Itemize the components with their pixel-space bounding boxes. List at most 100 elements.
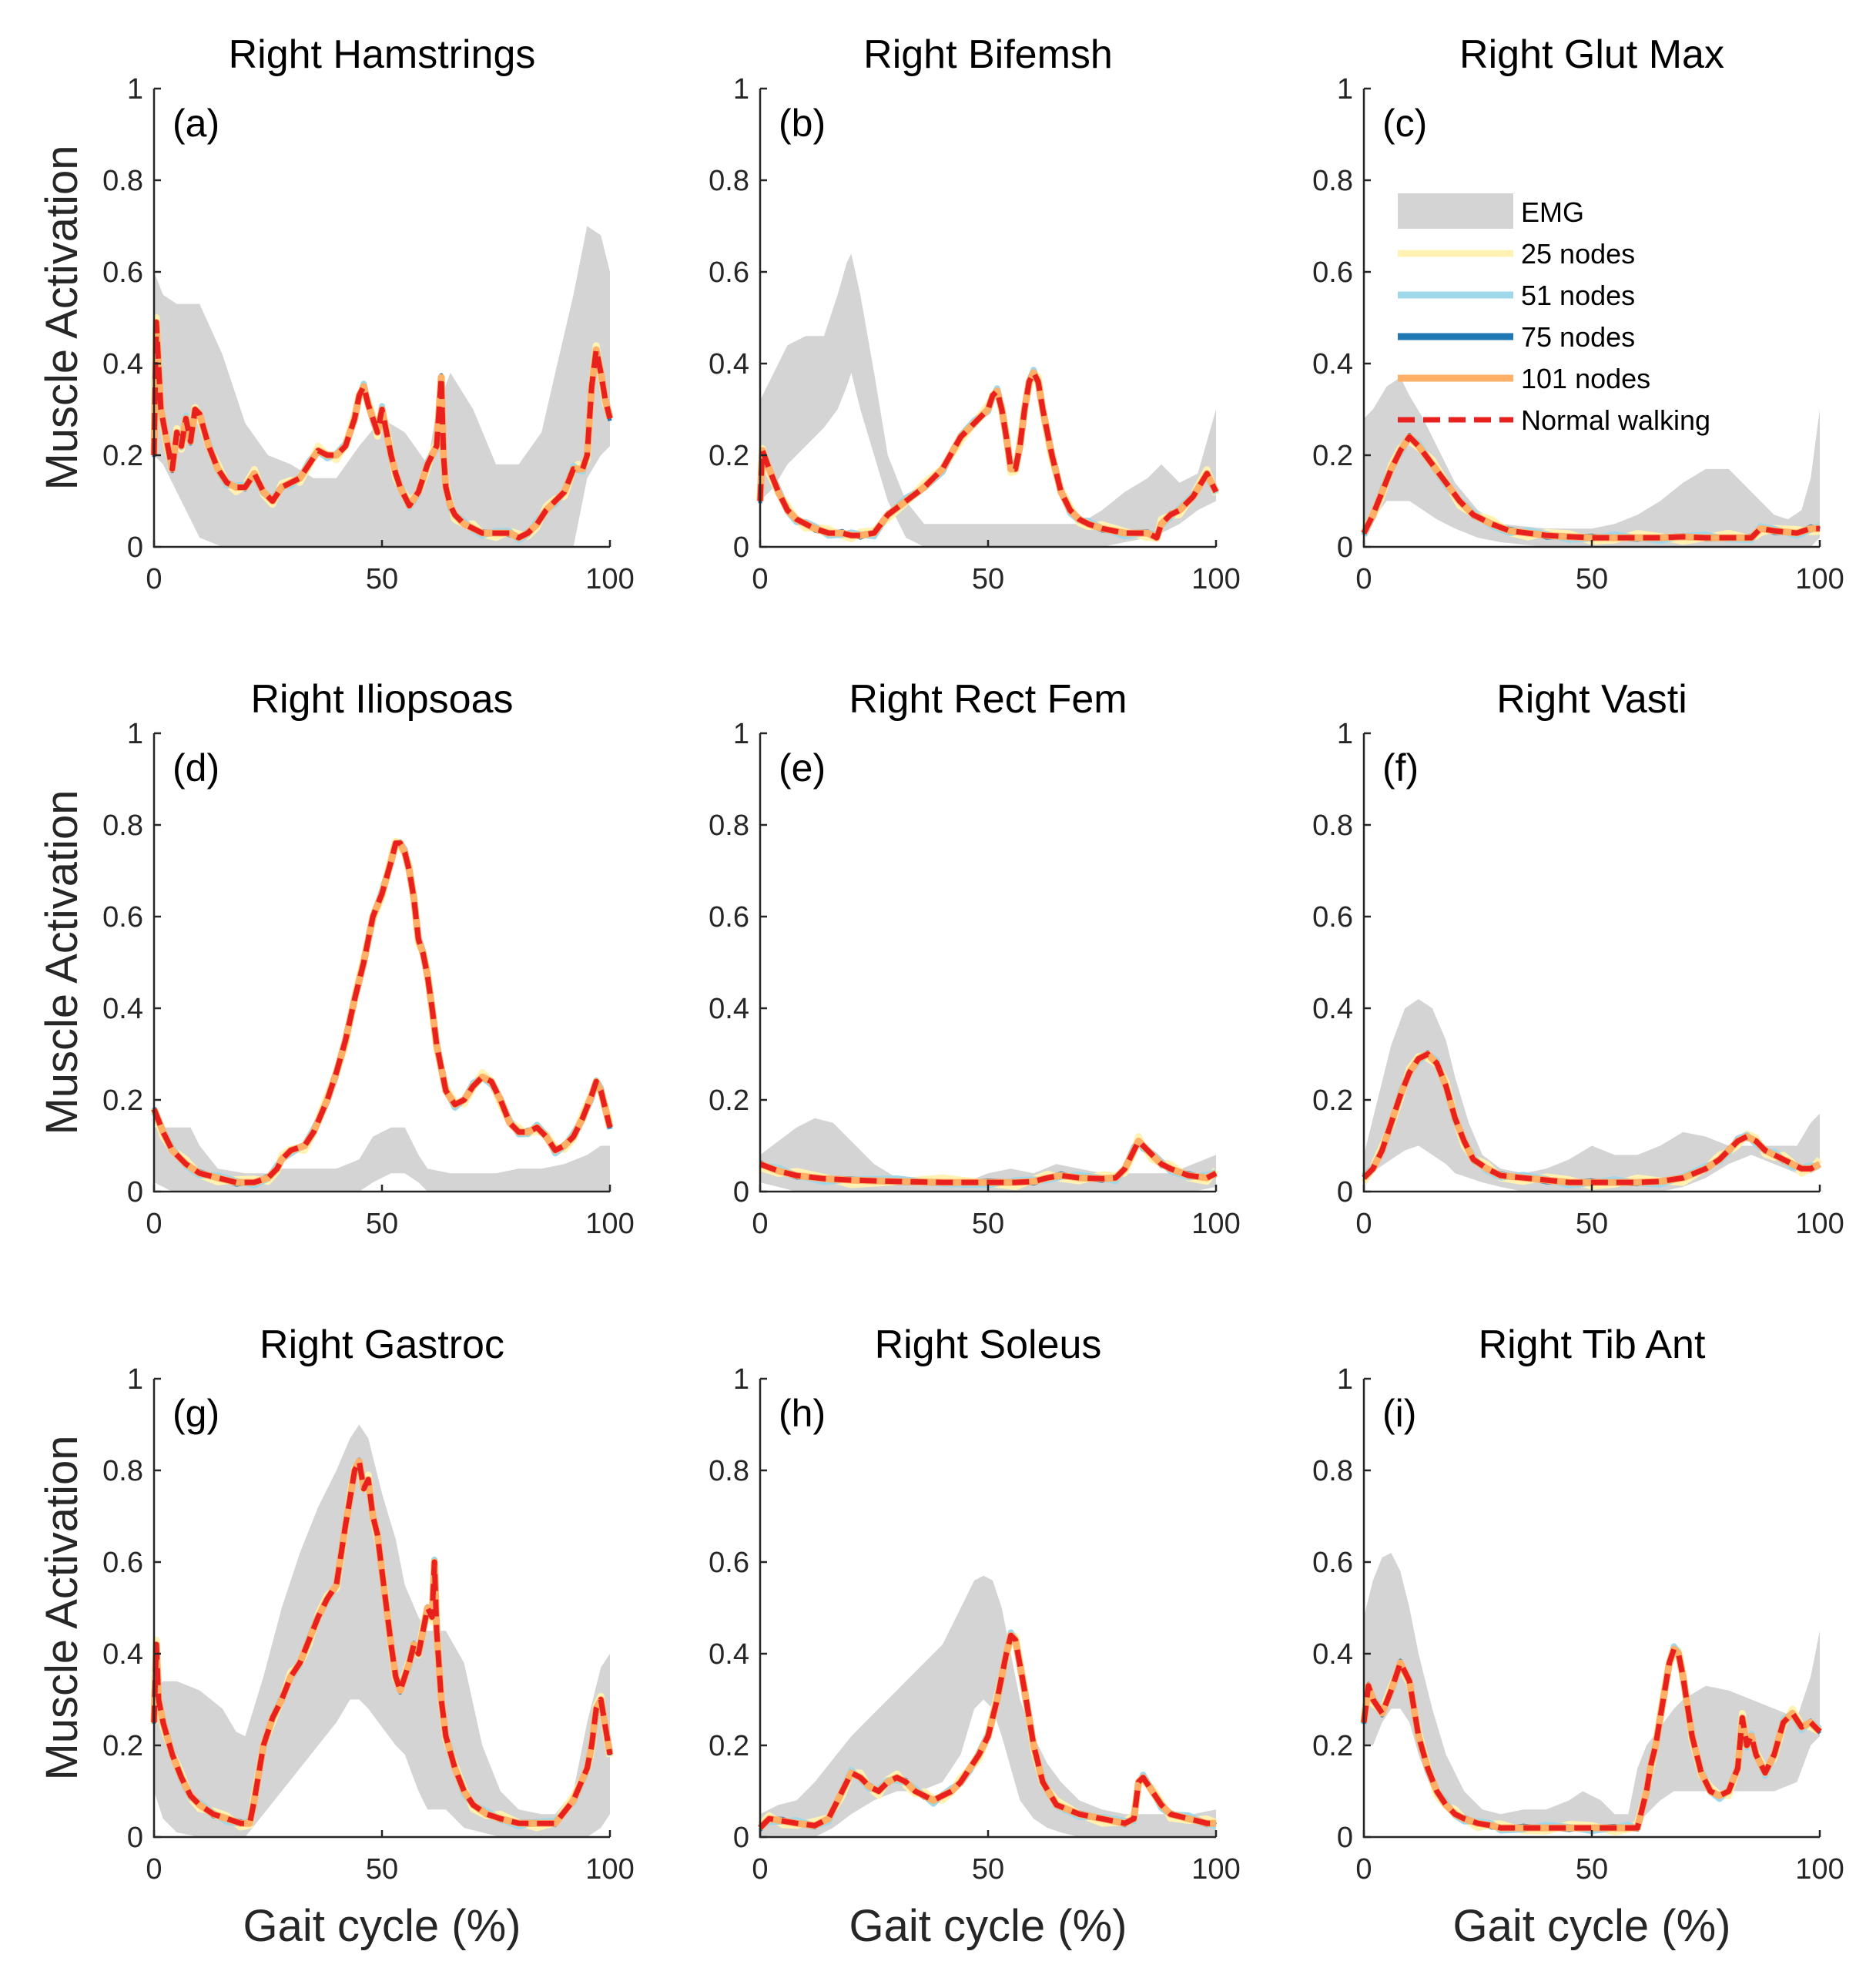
y-tick-label: 0.8 — [709, 810, 749, 842]
y-tick-label: 0 — [733, 1822, 749, 1854]
y-tick-label: 0.6 — [102, 256, 143, 289]
panel-label: (a) — [173, 102, 219, 145]
x-tick-label: 100 — [585, 1208, 634, 1240]
x-tick-label: 50 — [1576, 563, 1608, 595]
panel-title: Right Glut Max — [1459, 32, 1724, 77]
y-tick-label: 0.4 — [709, 993, 749, 1025]
y-tick-label: 0.2 — [102, 1085, 143, 1117]
y-tick-label: 1 — [127, 1363, 143, 1396]
legend-label: 25 nodes — [1521, 238, 1635, 270]
y-tick-label: 1 — [733, 73, 749, 106]
panel-title: Right Vasti — [1496, 677, 1687, 722]
y-tick-label: 0 — [127, 531, 143, 564]
y-tick-label: 0.4 — [102, 1638, 143, 1671]
y-tick-label: 0.4 — [102, 348, 143, 381]
y-tick-label: 0.8 — [102, 165, 143, 197]
panel-b: 0 0.2 0.4 0.6 0.8 1 0 50 100 Right Bifemsh (b) — [709, 32, 1241, 595]
emg-band — [154, 226, 610, 547]
series-normal-walking — [151, 319, 613, 541]
x-tick-label: 0 — [1355, 1208, 1372, 1240]
x-tick-label: 100 — [1795, 1208, 1844, 1240]
panel-title: Right Bifemsh — [863, 32, 1113, 77]
y-tick-label: 0 — [127, 1176, 143, 1209]
y-tick-label: 0.8 — [1312, 1455, 1353, 1487]
axes-box — [152, 733, 610, 1193]
x-tick-label: 50 — [972, 563, 1004, 595]
y-tick-label: 0.4 — [102, 993, 143, 1025]
legend-swatch-emg — [1398, 193, 1513, 229]
y-tick-label: 0.4 — [1312, 348, 1353, 381]
y-tick-label: 0.8 — [709, 1455, 749, 1487]
series-normal-walking — [151, 840, 613, 1185]
y-tick-label: 0.6 — [709, 901, 749, 934]
panel-label: (d) — [173, 746, 219, 790]
panel-label: (b) — [779, 102, 826, 145]
panel-title: Right Hamstrings — [229, 32, 536, 77]
panel-label: (f) — [1382, 746, 1419, 790]
y-tick-label: 0.6 — [709, 256, 749, 289]
y-tick-label: 1 — [127, 73, 143, 106]
panel-title: Right Iliopsoas — [250, 677, 513, 722]
y-tick-label: 0.8 — [1312, 165, 1353, 197]
y-tick-label: 0 — [127, 1822, 143, 1854]
x-axis-label: Gait cycle (%) — [243, 1901, 521, 1951]
series-normal-walking — [758, 1632, 1216, 1830]
y-tick-label: 0.8 — [102, 1455, 143, 1487]
y-tick-label: 0.8 — [102, 810, 143, 842]
series-normal-walking — [757, 370, 1219, 541]
emg-band — [1364, 1553, 1820, 1829]
y-tick-label: 0.2 — [1312, 440, 1353, 472]
x-tick-label: 0 — [1355, 563, 1372, 595]
y-tick-label: 0.6 — [709, 1547, 749, 1579]
x-tick-label: 50 — [1576, 1853, 1608, 1886]
x-tick-label: 50 — [366, 1853, 398, 1886]
y-tick-label: 0.8 — [709, 165, 749, 197]
series-normal-walking — [1362, 1051, 1821, 1185]
x-tick-label: 0 — [146, 563, 162, 595]
y-tick-label: 0.2 — [102, 1730, 143, 1762]
x-axis-label: Gait cycle (%) — [849, 1901, 1127, 1951]
series-normal-walking — [1361, 434, 1820, 541]
panel-label: (e) — [779, 746, 826, 790]
y-tick-label: 0.2 — [1312, 1730, 1353, 1762]
panel-h: 0 0.2 0.4 0.6 0.8 1 0 50 100 Right Soleus (h) Gait … — [709, 1323, 1241, 1951]
y-axis-label: Muscle Activation — [37, 1435, 87, 1780]
legend-label: 51 nodes — [1521, 280, 1635, 311]
y-tick-label: 0.4 — [709, 348, 749, 381]
x-tick-label: 50 — [972, 1208, 1004, 1240]
panel-d: 0 0.2 0.4 0.6 0.8 1 0 50 100 Right Iliopsoas (d) Mu… — [37, 677, 635, 1240]
panel-i: 0 0.2 0.4 0.6 0.8 1 0 50 100 Right Tib Ant (i) Gait… — [1312, 1323, 1844, 1951]
emg-band — [1364, 377, 1820, 547]
y-tick-label: 1 — [1337, 718, 1353, 750]
x-tick-label: 100 — [1795, 1853, 1844, 1886]
x-tick-label: 50 — [972, 1853, 1004, 1886]
y-tick-label: 0 — [733, 1176, 749, 1209]
x-tick-label: 0 — [1355, 1853, 1372, 1886]
x-axis-label: Gait cycle (%) — [1453, 1901, 1731, 1951]
series-normal-walking — [151, 1458, 613, 1826]
panel-title: Right Rect Fem — [849, 677, 1127, 722]
x-tick-label: 0 — [752, 563, 768, 595]
y-tick-label: 0.6 — [102, 1547, 143, 1579]
x-tick-label: 0 — [752, 1208, 768, 1240]
panel-f: 0 0.2 0.4 0.6 0.8 1 0 50 100 Right Vasti (f) — [1312, 677, 1844, 1240]
series-normal-walking — [1361, 1646, 1822, 1831]
x-tick-label: 0 — [146, 1208, 162, 1240]
panel-label: (h) — [779, 1392, 826, 1435]
x-tick-label: 50 — [366, 563, 398, 595]
y-tick-label: 0.6 — [1312, 256, 1353, 289]
panel-c: 0 0.2 0.4 0.6 0.8 1 0 50 100 Right Glut Max (c) EMG… — [1312, 32, 1844, 595]
x-tick-label: 100 — [585, 1853, 634, 1886]
x-tick-label: 100 — [585, 563, 634, 595]
panel-e: 0 0.2 0.4 0.6 0.8 1 0 50 100 Right Rect Fem (e) — [709, 677, 1241, 1240]
panel-label: (g) — [173, 1392, 219, 1435]
emg-band — [1364, 999, 1820, 1192]
legend: EMG 25 nodes 51 nodes 75 nodes 101 nodes Norm… — [1398, 193, 1710, 436]
x-tick-label: 100 — [1191, 563, 1240, 595]
x-tick-label: 0 — [752, 1853, 768, 1886]
y-tick-label: 1 — [733, 1363, 749, 1396]
y-axis-label: Muscle Activation — [37, 145, 87, 490]
emg-band — [154, 1424, 610, 1837]
x-tick-label: 100 — [1191, 1853, 1240, 1886]
y-tick-label: 0.6 — [1312, 901, 1353, 934]
